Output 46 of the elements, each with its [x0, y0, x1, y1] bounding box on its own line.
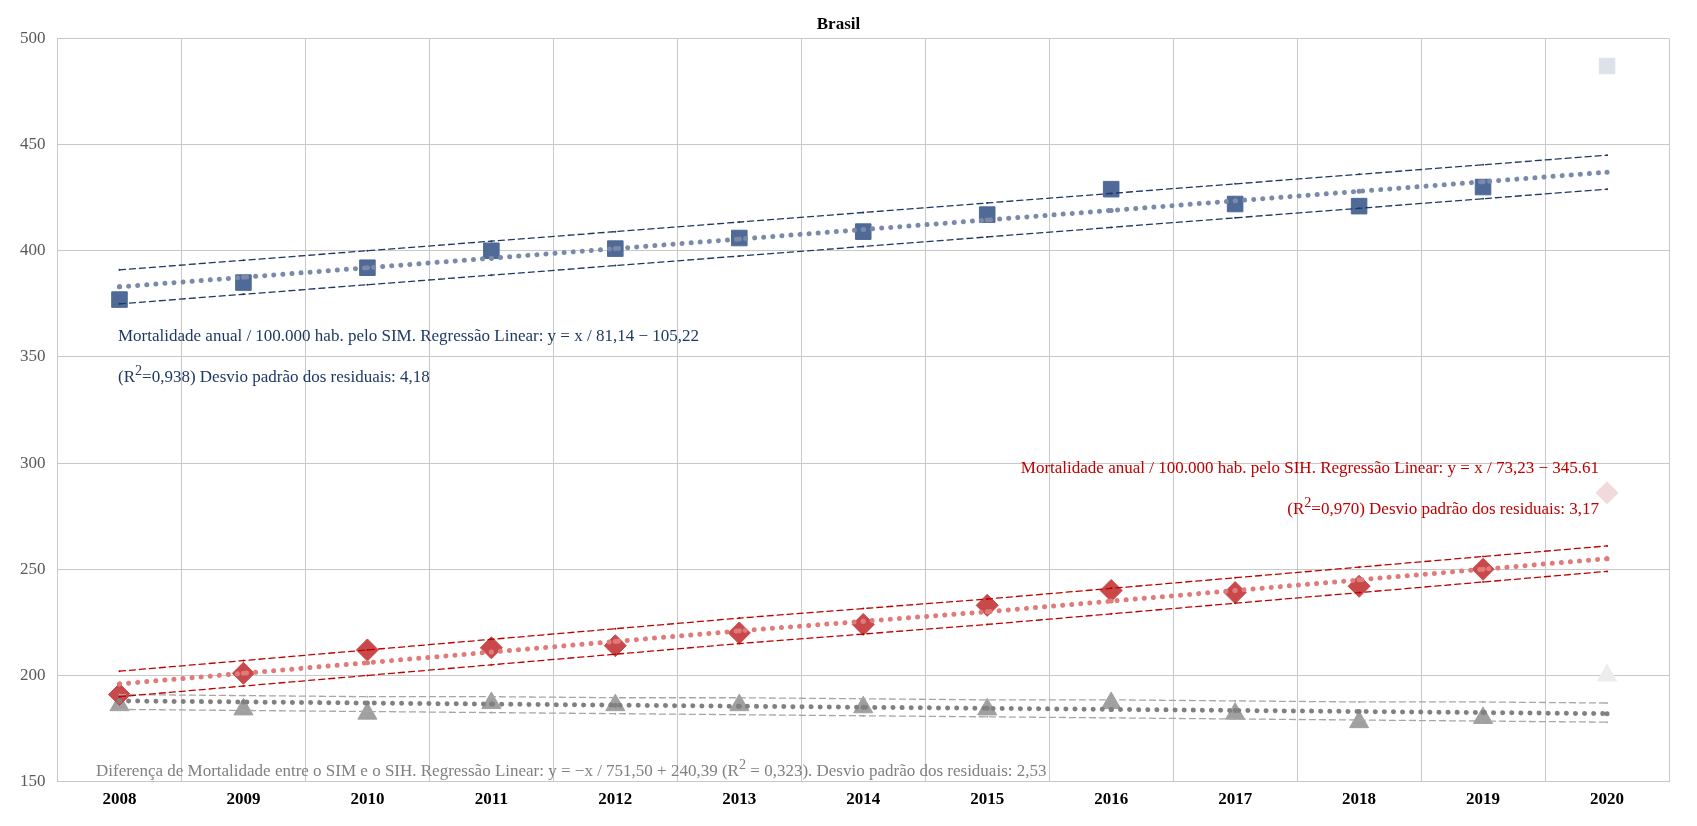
y-tick-label: 500 — [20, 27, 46, 47]
line-series — [118, 154, 1608, 271]
y-tick-label: 150 — [20, 771, 46, 791]
point — [1347, 574, 1371, 598]
y-tick-label: 300 — [20, 452, 46, 472]
point — [851, 612, 875, 636]
x-tick-label: 2014 — [846, 789, 881, 809]
point — [357, 702, 378, 720]
y-tick-label: 450 — [20, 134, 46, 154]
point — [1223, 581, 1247, 605]
point — [1350, 197, 1368, 215]
x-tick-label: 2009 — [226, 789, 261, 809]
y-tick-label: 400 — [20, 240, 46, 260]
y-tick-label: 200 — [20, 664, 46, 684]
point — [233, 697, 254, 716]
point — [854, 223, 872, 240]
x-tick-label: 2018 — [1342, 789, 1377, 809]
point — [1226, 195, 1244, 213]
x-tick-label: 2012 — [598, 789, 633, 809]
point — [479, 636, 503, 660]
point — [1102, 180, 1120, 198]
x-tick-label: 2017 — [1218, 789, 1253, 809]
x-tick-label: 2019 — [1466, 789, 1501, 809]
point — [111, 291, 128, 308]
annotation: Mortalidade anual / 100.000 hab. pelo SIH. Regressão Linear: y = x / 73,23 − 345.61 — [1020, 458, 1599, 478]
point — [355, 638, 379, 662]
annotation: Mortalidade anual / 100.000 hab. pelo SIM. Regressão Linear: y = x / 81,14 − 105,22 — [118, 326, 700, 346]
x-tick-label: 2008 — [102, 789, 137, 809]
annotation: (R$^{2}$=0,938) Desvio padrão dos residuais: 4,18 — [118, 362, 430, 387]
annotation: (R$^{2}$=0,970) Desvio padrão dos residuais: 3,17 — [1287, 494, 1599, 519]
y-tick-label: 350 — [20, 346, 46, 366]
annotation: Diferença de Mortalidade entre o SIM e o SIH. Regressão Linear: y = −x / 751,50 + 240,39 (R$^{2}$ = 0,323). Desvio padrão dos residuais: 2,53 — [96, 756, 1047, 781]
point — [1598, 57, 1616, 75]
x-tick-label: 2013 — [722, 789, 757, 809]
x-tick-label: 2016 — [1094, 789, 1129, 809]
y-tick-label: 250 — [20, 558, 46, 578]
point — [975, 593, 999, 617]
point — [483, 242, 500, 260]
x-tick-label: 2020 — [1590, 789, 1625, 809]
point — [1099, 578, 1123, 602]
point — [1595, 481, 1619, 505]
x-tick-label: 2015 — [970, 789, 1005, 809]
point — [1596, 663, 1618, 682]
chart-title: Brasil — [816, 13, 861, 33]
x-tick-label: 2011 — [474, 789, 508, 809]
x-tick-label: 2010 — [350, 789, 385, 809]
